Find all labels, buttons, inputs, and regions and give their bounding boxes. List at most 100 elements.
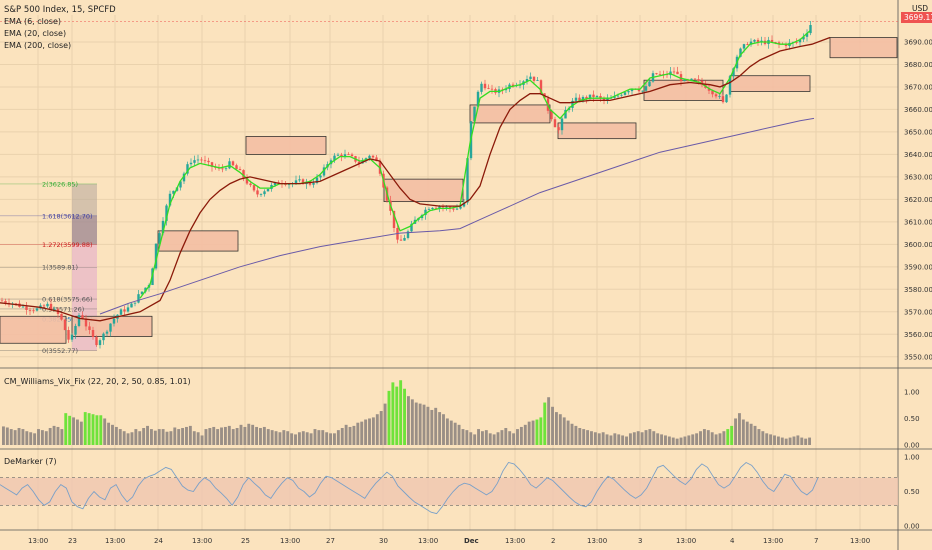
vix-bar [512, 433, 516, 445]
candle-body [676, 71, 679, 75]
vix-bar [730, 425, 734, 445]
vix-bar [153, 430, 157, 445]
vix-bar [554, 412, 558, 445]
candle-body [105, 331, 109, 334]
last-price-badge[interactable]: 3699.11 [901, 12, 932, 23]
vix-bar [188, 425, 192, 445]
vix-bar [667, 436, 671, 445]
ema6-legend: EMA (6, close) [4, 17, 61, 26]
vix-bar [461, 429, 465, 445]
candle-body [648, 81, 651, 87]
candle-body [168, 193, 172, 206]
candle-body [263, 191, 266, 195]
candle-body [91, 329, 95, 337]
vix-bar [329, 433, 333, 445]
candle-body [77, 315, 81, 326]
vix-bar [722, 431, 726, 445]
vix-bar [29, 432, 33, 445]
time-tick-label: 13:00 [587, 537, 607, 545]
candle-body [343, 154, 347, 157]
candle-body [238, 169, 242, 171]
vix-bar [325, 432, 329, 445]
vix-tick-label: 0.50 [904, 415, 920, 423]
vix-bar [340, 428, 344, 445]
vix-bar [344, 424, 348, 445]
vix-bar [95, 415, 99, 445]
vix-bar [558, 414, 562, 445]
supply-demand-zone [729, 75, 811, 92]
candle-body [616, 95, 620, 97]
candle-body [347, 154, 350, 156]
candle-body [756, 39, 760, 42]
candle-body [81, 315, 84, 319]
demarker-line [0, 461, 819, 515]
time-tick-label: 3 [638, 537, 642, 545]
vix-bar [247, 423, 251, 445]
candle-body [60, 313, 63, 320]
price-tick-label: 3600.00 [904, 241, 932, 249]
candle-body [690, 78, 693, 81]
candle-body [308, 181, 312, 185]
candle-body [805, 33, 809, 37]
vix-bar [99, 415, 103, 445]
candle-body [739, 48, 742, 57]
vix-bar [169, 431, 173, 445]
vix-bar [706, 430, 710, 445]
vix-bar [407, 396, 410, 445]
vix-bar [399, 380, 403, 445]
candle-body [746, 44, 749, 45]
ema-line-1 [0, 36, 831, 322]
vix-bar [391, 382, 395, 445]
vix-bar [465, 430, 469, 445]
candle-body [137, 294, 140, 303]
vix-bar [235, 428, 239, 445]
time-tick-label: 23 [68, 537, 77, 545]
candle-body [284, 183, 287, 185]
vix-bar [75, 419, 79, 445]
candle-body [760, 40, 763, 42]
candle-body [207, 160, 210, 163]
candle-body [424, 209, 427, 216]
vix-bar [430, 409, 434, 445]
vix-bar [266, 429, 270, 445]
vix-bar [761, 431, 765, 445]
candle-body [200, 159, 203, 161]
vix-bar [664, 435, 667, 445]
vix-bar [426, 406, 430, 445]
vix-bar [519, 426, 523, 445]
candle-body [49, 303, 53, 310]
candle-body [550, 110, 553, 120]
time-tick-label: 27 [326, 537, 335, 545]
candle-body [532, 76, 536, 81]
vix-bar [628, 433, 632, 445]
candle-body [161, 220, 165, 234]
vix-bar [726, 429, 730, 445]
candle-body [644, 86, 648, 91]
vix-bar [142, 428, 146, 445]
vix-bar [64, 413, 68, 445]
vix-bar [60, 429, 64, 445]
price-tick-label: 3620.00 [904, 196, 932, 204]
vix-bar [72, 417, 75, 445]
candle-body [221, 168, 224, 170]
vix-bar [535, 419, 539, 445]
candle-body [165, 205, 168, 221]
price-tick-label: 3580.00 [904, 286, 932, 294]
candle-body [753, 39, 756, 42]
candle-body [725, 94, 728, 103]
time-tick-label: 13:00 [505, 537, 525, 545]
vix-bar [453, 422, 457, 445]
demarker-band [0, 477, 898, 506]
vix-bar [597, 433, 601, 445]
vix-bar [691, 434, 695, 445]
vix-bar [2, 426, 5, 445]
candle-body [630, 88, 634, 92]
candle-body [315, 177, 319, 183]
supply-demand-zone [829, 37, 898, 59]
candle-body [487, 88, 490, 90]
vix-bar [582, 429, 586, 445]
vix-bar [652, 431, 656, 445]
vix-bar [336, 430, 340, 445]
vix-bar [516, 429, 519, 445]
